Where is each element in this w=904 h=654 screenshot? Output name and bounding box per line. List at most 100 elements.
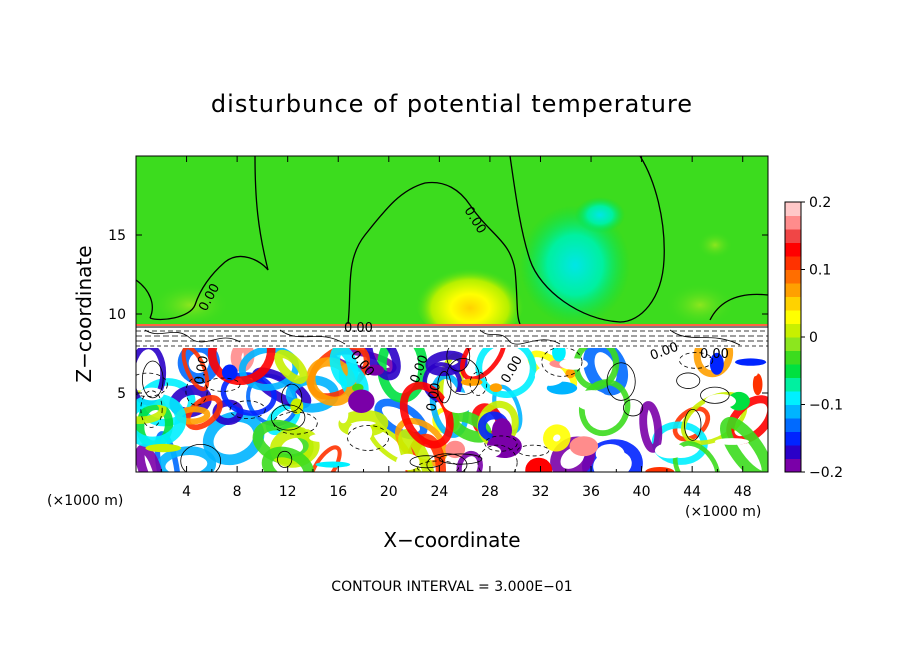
- eddy-contour: [446, 348, 471, 372]
- eddy-contour: [141, 360, 164, 399]
- eddy-core: [303, 418, 312, 430]
- eddy-core: [460, 378, 483, 386]
- eddy-contour: [700, 386, 730, 404]
- colorbar-tick-label: 0.1: [809, 263, 831, 279]
- colorbar-swatch: [785, 377, 801, 392]
- eddy-contour: [437, 371, 452, 404]
- colorbar-swatch: [785, 391, 801, 405]
- x-axis: 4 8 12 16 20 24 28 32 36 40 44 48: [160, 156, 752, 500]
- x-tick-label: 44: [683, 484, 701, 500]
- eddy: [460, 348, 507, 382]
- eddy-core: [338, 405, 349, 424]
- y-tick-label: 15: [108, 228, 126, 244]
- x-tick-label: 20: [380, 484, 398, 500]
- eddy-contour: [347, 425, 390, 451]
- eddy-contour: [277, 450, 293, 468]
- y-tick-label: 10: [108, 307, 126, 323]
- x-tick-label: 16: [329, 484, 347, 500]
- x-tick-label: 4: [182, 484, 191, 500]
- eddy-contour: [270, 404, 306, 431]
- colorbar-swatch: [785, 296, 801, 311]
- eddy-core: [365, 364, 385, 376]
- x-tick-label: 32: [532, 484, 550, 500]
- y-axis: 5 10 15: [108, 228, 768, 402]
- eddy-core: [654, 442, 686, 459]
- colorbar-swatch: [785, 256, 801, 270]
- x-tick-label: 36: [582, 484, 600, 500]
- eddy: [475, 348, 537, 398]
- eddy-core: [735, 358, 767, 366]
- eddy-contour: [136, 372, 168, 397]
- eddy-core: [534, 365, 565, 386]
- eddy: [274, 349, 308, 384]
- eddy-contour: [676, 372, 701, 389]
- eddy: [207, 348, 276, 385]
- eddy-core: [559, 358, 588, 370]
- eddy-contour: [205, 377, 241, 392]
- eddy-core: [575, 390, 608, 411]
- eddy-core: [709, 352, 724, 375]
- eddy-core: [752, 373, 763, 396]
- eddy-core: [489, 383, 503, 393]
- eddy-contour: [469, 371, 488, 396]
- eddy-core: [139, 387, 164, 401]
- x-unit-right: (×1000 m): [685, 504, 761, 520]
- eddy-contour: [140, 390, 163, 428]
- plot-area: 0.00 0.00 0.00 0.00 0.00 0.00 0.00 0.00 …: [135, 155, 769, 473]
- eddy-contour: [622, 399, 644, 417]
- eddy: [693, 348, 734, 378]
- colorbar-swatch: [785, 229, 801, 243]
- eddy-core: [569, 436, 599, 457]
- eddy-core: [525, 457, 553, 472]
- eddy-core: [396, 453, 420, 471]
- y-tick-label: 5: [117, 386, 126, 402]
- eddy-contour: [679, 352, 714, 369]
- eddy-contour: [684, 408, 702, 441]
- colorbar-swatch: [785, 404, 801, 419]
- eddy: [136, 444, 164, 472]
- colorbar-swatch: [785, 283, 801, 297]
- eddy-core: [595, 444, 625, 464]
- chart-title: disturbunce of potential temperature: [211, 90, 693, 118]
- eddy: [364, 348, 401, 381]
- eddy-core: [145, 443, 182, 453]
- colorbar-tick-label: −0.2: [809, 465, 843, 481]
- eddy-contour: [409, 455, 444, 469]
- contour-label: 0.00: [192, 355, 212, 386]
- eddy-contour: [446, 357, 480, 396]
- zero-contour: [347, 181, 521, 324]
- eddy-contour: [606, 362, 636, 401]
- colorbar-swatch: [785, 323, 801, 338]
- eddy-contour: [273, 411, 318, 435]
- contour-interval-note: CONTOUR INTERVAL = 3.000E−01: [331, 579, 572, 595]
- colorbar-tick-label: 0.2: [809, 195, 831, 211]
- eddy-core: [348, 389, 375, 413]
- eddy: [720, 416, 768, 472]
- eddy-contour: [281, 383, 303, 412]
- colorbar-tick-label: 0: [809, 330, 818, 346]
- eddy-field: [136, 348, 768, 472]
- band-line: [669, 329, 741, 346]
- x-tick-label: 12: [279, 484, 297, 500]
- colorbar: 0.2 0.1 0 −0.1 −0.2: [784, 195, 843, 481]
- x-tick-label: 28: [481, 484, 499, 500]
- x-tick-label: 8: [233, 484, 242, 500]
- band-line: [479, 329, 561, 345]
- positive-anomaly: [415, 260, 525, 324]
- eddy-core: [714, 438, 749, 445]
- x-tick-label: 24: [430, 484, 448, 500]
- eddy: [261, 446, 315, 472]
- colorbar-swatch: [785, 215, 801, 230]
- eddy: [543, 424, 571, 452]
- contour-label: 0.00: [344, 321, 373, 336]
- colorbar-swatch: [785, 242, 801, 257]
- eddy-core: [727, 391, 750, 411]
- eddy-core: [348, 421, 373, 443]
- colorbar-swatch: [785, 431, 801, 446]
- x-unit-left: (×1000 m): [47, 493, 123, 509]
- eddy-contour: [517, 444, 550, 457]
- eddy-contour: [416, 460, 460, 472]
- zero-contour: [149, 156, 269, 321]
- eddy-core: [315, 461, 351, 468]
